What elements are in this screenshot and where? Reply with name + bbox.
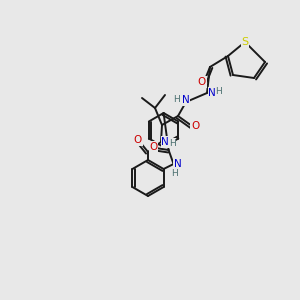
Text: H: H [169,139,176,148]
Text: O: O [134,135,142,145]
Text: O: O [149,142,158,152]
Text: O: O [191,121,199,131]
Text: H: H [171,169,178,178]
Text: H: H [216,88,222,97]
Text: N: N [208,88,216,98]
Text: N: N [161,137,169,147]
Text: N: N [174,159,182,169]
Text: S: S [242,37,249,47]
Text: O: O [198,77,206,87]
Text: H: H [172,94,179,103]
Text: N: N [182,95,190,105]
